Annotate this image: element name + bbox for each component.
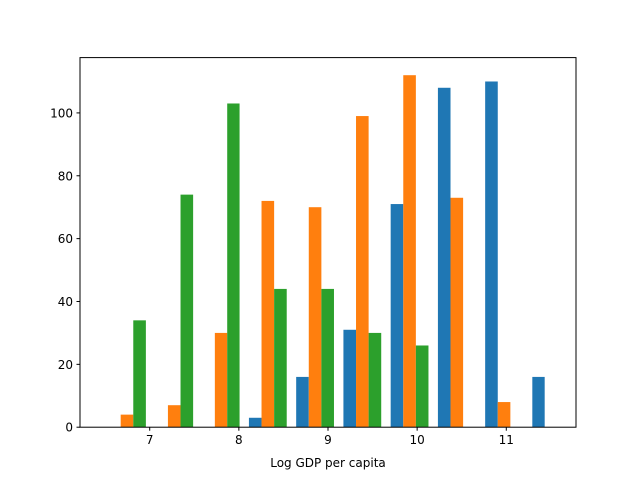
bar-series-1-bin-0 <box>120 414 134 428</box>
bar-series-0-bin-8 <box>485 81 498 428</box>
bar-series-1-bin-5 <box>356 116 369 428</box>
bar-series-1-bin-2 <box>214 332 228 428</box>
bar-series-1-bin-7 <box>450 197 464 428</box>
bar-series-0-bin-7 <box>437 87 451 428</box>
bar-series-1-bin-3 <box>261 200 275 428</box>
x-tick-label: 8 <box>235 433 243 447</box>
bar-series-1-bin-6 <box>403 75 416 428</box>
bar-series-2-bin-3 <box>274 288 287 428</box>
bar-series-1-bin-8 <box>497 402 511 428</box>
x-axis-label: Log GDP per capita <box>270 456 386 470</box>
bar-series-0-bin-6 <box>390 204 404 428</box>
y-tick-label: 40 <box>58 295 73 309</box>
bar-series-0-bin-4 <box>296 376 309 428</box>
bar-series-2-bin-6 <box>415 345 429 428</box>
x-axis-ticks: 7 8 9 10 11 <box>146 427 514 447</box>
bar-series-2-bin-0 <box>133 320 146 428</box>
bar-series-2-bin-5 <box>368 332 382 428</box>
x-tick-label: 10 <box>410 433 425 447</box>
x-tick-label: 11 <box>499 433 514 447</box>
bar-series-2-bin-1 <box>180 194 194 428</box>
y-tick-label: 60 <box>58 232 73 246</box>
bar-series-2-bin-2 <box>227 103 240 428</box>
x-tick-label: 7 <box>146 433 154 447</box>
x-tick-label: 9 <box>324 433 332 447</box>
bar-series-1-bin-4 <box>308 207 322 428</box>
bar-series-1-bin-1 <box>167 405 181 428</box>
bar-series-0-bin-5 <box>343 329 357 428</box>
bar-series-2-bin-4 <box>321 288 334 428</box>
y-tick-label: 100 <box>50 106 73 120</box>
y-tick-label: 80 <box>58 169 73 183</box>
bars-group <box>120 75 545 428</box>
bar-series-0-bin-9 <box>532 376 545 428</box>
bar-series-0-bin-3 <box>248 417 262 428</box>
y-tick-label: 0 <box>65 421 73 435</box>
y-tick-label: 20 <box>58 358 73 372</box>
y-axis-ticks: 0 20 40 60 80 100 <box>50 106 80 435</box>
